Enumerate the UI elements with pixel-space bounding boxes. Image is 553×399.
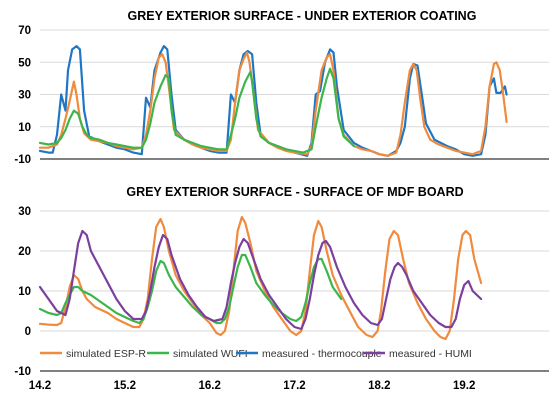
x-tick-label: 15.2 [114, 380, 136, 392]
x-tick-label: 19.2 [453, 380, 475, 392]
bottom-y-tick-labels: -10 0 10 20 30 [14, 206, 31, 378]
top-y-tick-labels: -10 10 30 50 70 [14, 25, 31, 166]
legend-label: measured - HUMI [389, 348, 472, 360]
bottom-panel: GREY EXTERIOR SURFACE - SURFACE OF MDF B… [14, 185, 549, 392]
legend-label: simulated WUFI [173, 348, 248, 360]
bottom-gridlines [40, 210, 549, 372]
top-series-line-simulated-wufi [38, 67, 355, 154]
top-panel-title: GREY EXTERIOR SURFACE - UNDER EXTERIOR C… [128, 9, 477, 23]
top-y-tick-label: 10 [18, 122, 31, 134]
bottom-series-group [38, 215, 483, 341]
top-y-tick-label: 30 [18, 90, 31, 102]
bottom-y-tick-label: -10 [14, 366, 31, 378]
x-tick-label: 16.2 [198, 380, 220, 392]
bottom-y-tick-label: 30 [18, 206, 31, 218]
legend-label: measured - thermocouple [262, 348, 382, 360]
x-tick-labels: 14.2 15.2 16.2 17.2 18.2 19.2 [29, 380, 476, 392]
bottom-y-tick-label: 0 [25, 326, 31, 338]
x-tick-label: 14.2 [29, 380, 51, 392]
x-tick-label: 17.2 [283, 380, 305, 392]
top-y-tick-label: -10 [14, 154, 31, 166]
top-series-group [38, 45, 508, 157]
top-y-tick-label: 50 [18, 57, 31, 69]
legend-background [36, 343, 546, 363]
top-y-tick-label: 70 [18, 25, 31, 37]
legend: simulated ESP-R simulated WUFI measured - … [36, 343, 546, 363]
bottom-series-line-simulated-wufi [38, 253, 343, 325]
bottom-y-tick-label: 10 [18, 286, 31, 298]
legend-label: simulated ESP-R [66, 348, 146, 360]
bottom-panel-title: GREY EXTERIOR SURFACE - SURFACE OF MDF B… [126, 185, 463, 199]
top-panel: GREY EXTERIOR SURFACE - UNDER EXTERIOR C… [14, 9, 549, 166]
x-tick-label: 18.2 [368, 380, 390, 392]
bottom-series-line-measured-humi [38, 229, 483, 331]
bottom-y-tick-label: 20 [18, 246, 31, 258]
top-gridlines [40, 29, 549, 160]
